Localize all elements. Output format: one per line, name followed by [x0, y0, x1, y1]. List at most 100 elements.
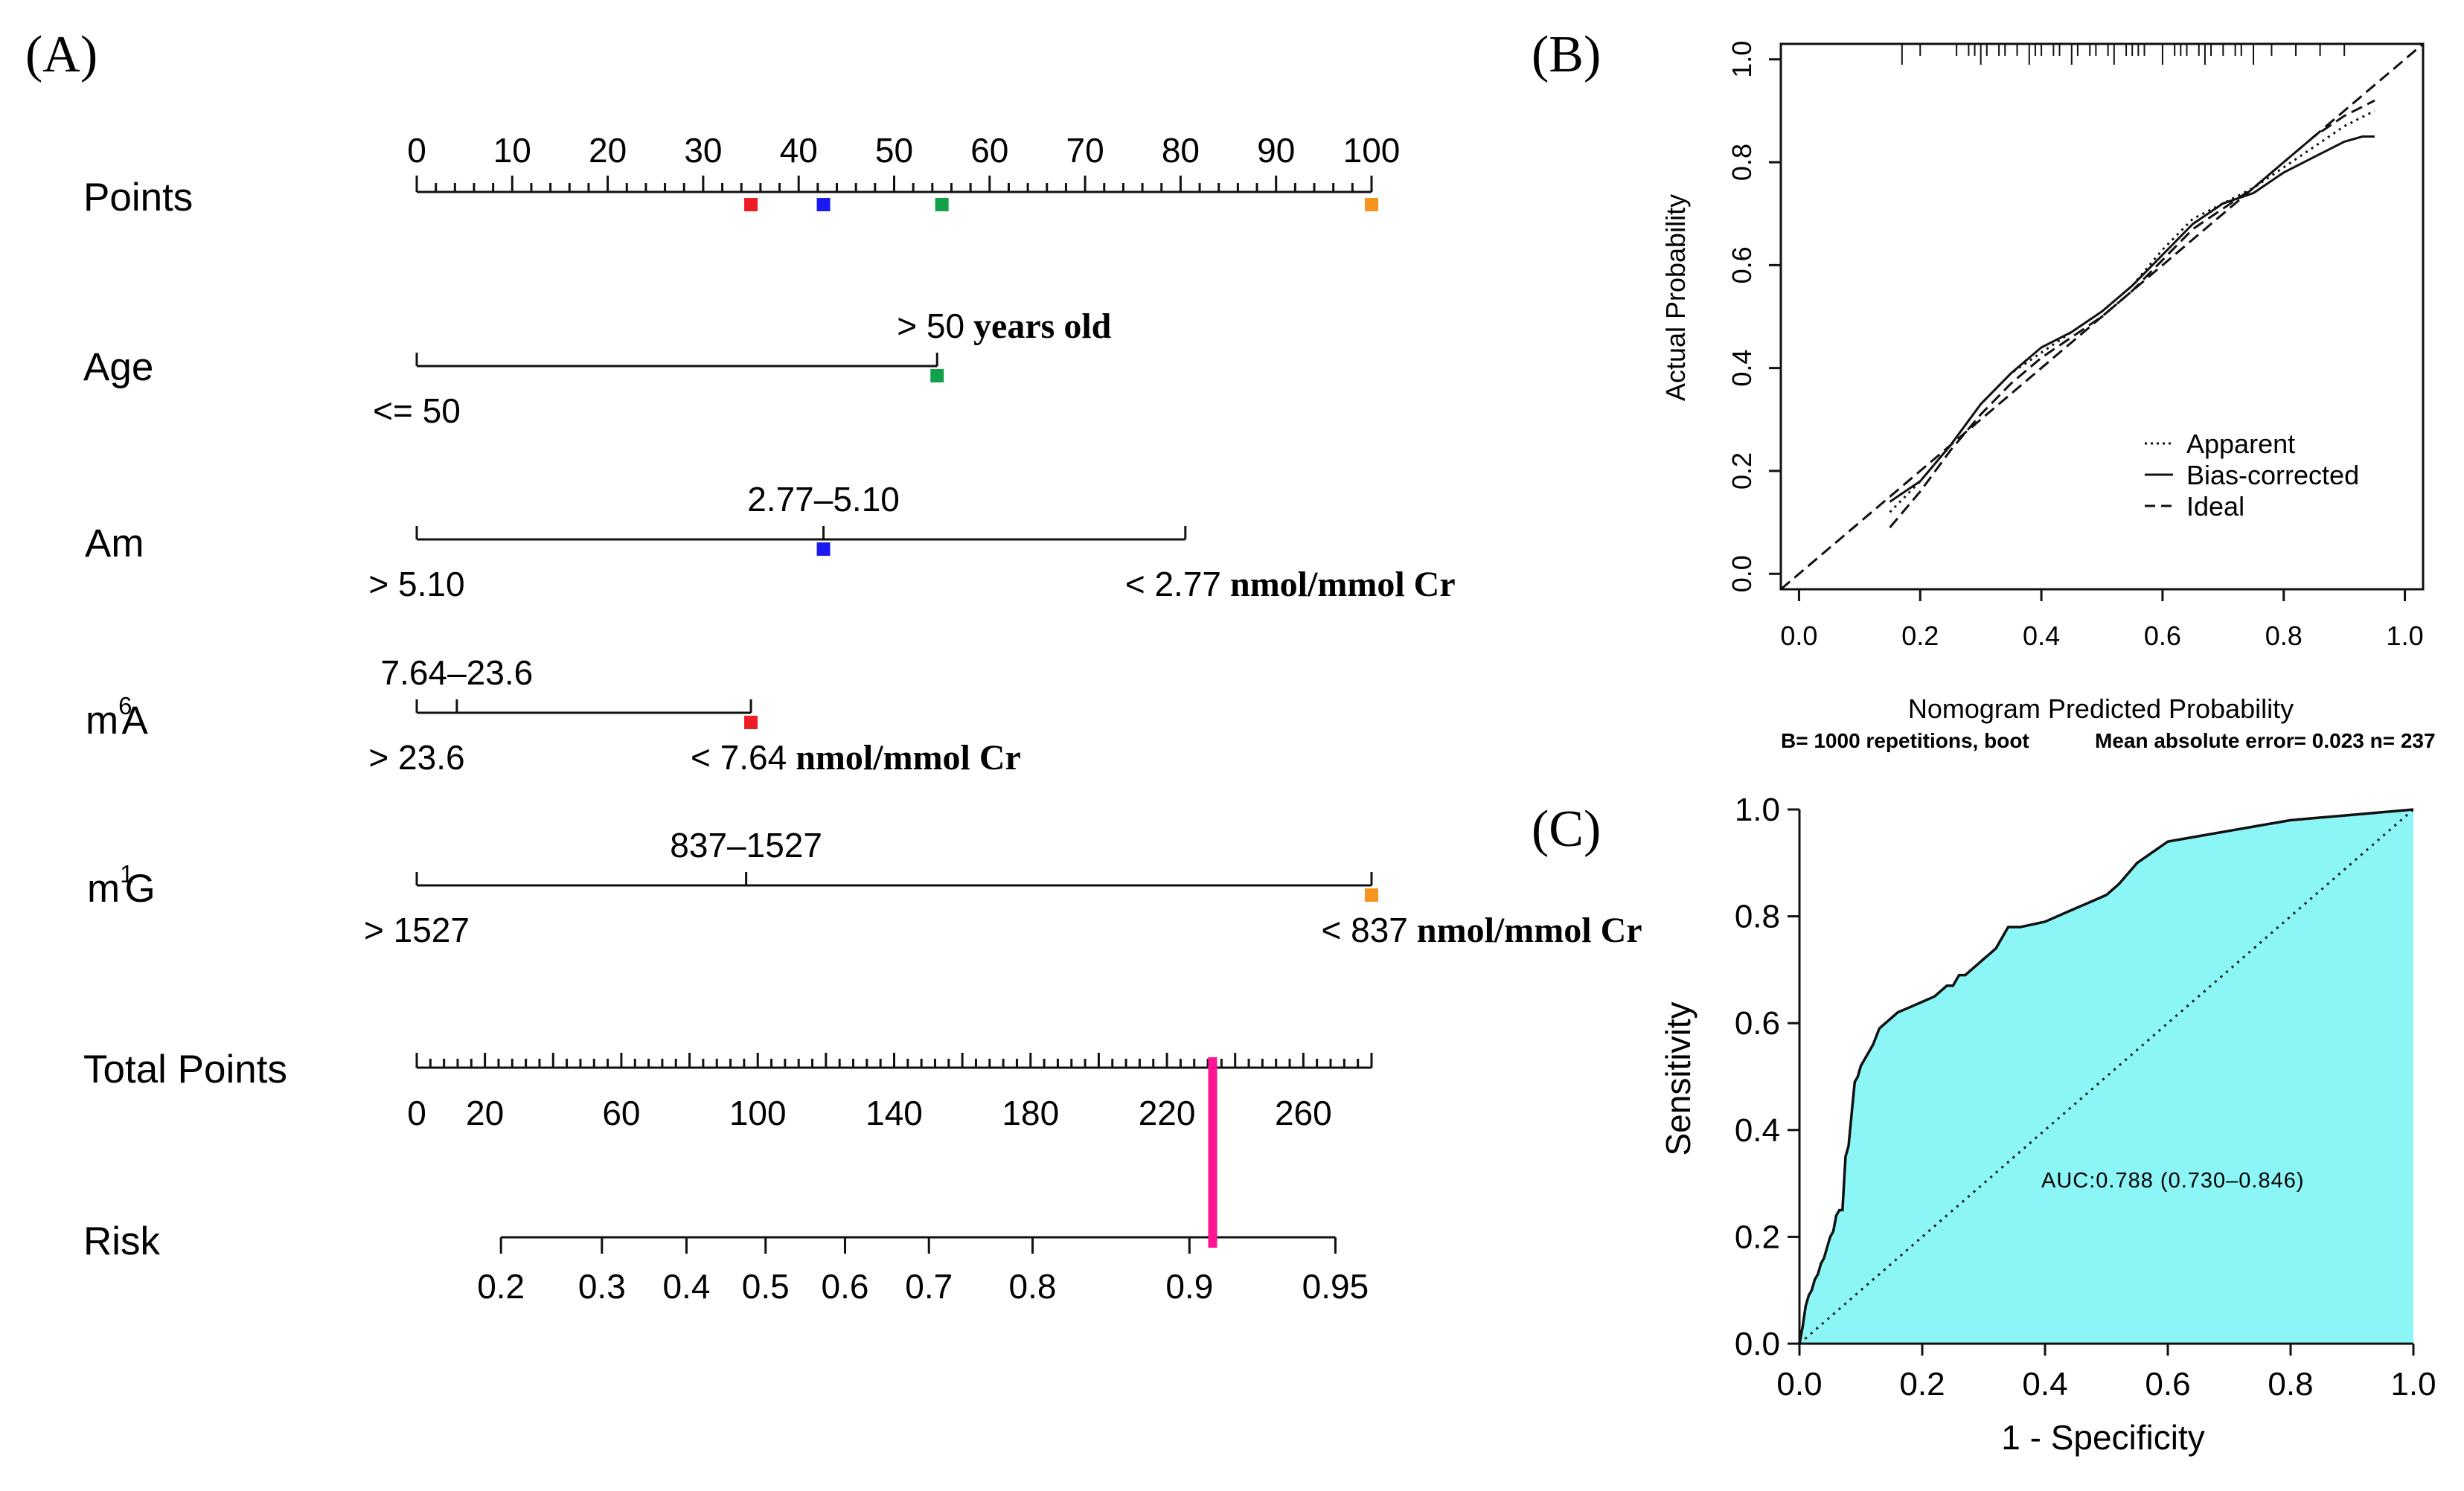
- variable-marker: [1365, 888, 1378, 902]
- am-row-label-text: Am: [85, 522, 144, 565]
- total-points-tick-label: 180: [1002, 1094, 1059, 1132]
- roc-x-tick-label: 0.0: [1776, 1366, 1822, 1402]
- points-tick-label: 60: [970, 131, 1008, 170]
- risk-tick-label: 0.5: [742, 1267, 790, 1306]
- calibration-y-tick-label: 0.2: [1727, 452, 1757, 490]
- total-points-row-label: Total Points: [83, 1048, 287, 1091]
- points-tick-label: 10: [493, 131, 531, 170]
- m1g-label-base: m: [87, 867, 120, 911]
- points-tick-label: 50: [875, 131, 913, 170]
- variable-level-label: > 50 years old: [897, 307, 1111, 346]
- points-tick-label: 40: [780, 131, 818, 170]
- roc-y-tick-label: 1.0: [1735, 792, 1780, 828]
- roc-x-tick-label: 0.6: [2145, 1366, 2190, 1402]
- points-marker: [1365, 198, 1378, 211]
- variable-level-label: > 1527: [364, 911, 470, 949]
- calibration-series-line: [1780, 42, 2424, 591]
- points-marker: [935, 198, 949, 211]
- variable-marker: [744, 716, 758, 729]
- variable-level-unit: years old: [973, 307, 1112, 346]
- calibration-y-tick-label: 0.4: [1727, 350, 1757, 387]
- m1g-label-sup: 1: [120, 860, 133, 888]
- variable-level-unit: nmol/mmol Cr: [796, 738, 1021, 777]
- risk-row-label: Risk: [83, 1219, 161, 1263]
- calibration-x-tick-label: 0.0: [1780, 621, 1817, 651]
- legend-bias-corrected: Bias-corrected: [2186, 460, 2359, 490]
- risk-tick-label: 0.8: [1009, 1267, 1057, 1306]
- variable-level-unit: nmol/mmol Cr: [1230, 565, 1456, 604]
- variable-level-label: 7.64–23.6: [381, 653, 534, 692]
- variable-level-value: < 2.77: [1125, 565, 1221, 603]
- variable-level-label: <= 50: [373, 391, 461, 430]
- legend-apparent: Apparent: [2186, 429, 2295, 459]
- sample-size: n= 237: [2370, 729, 2436, 752]
- total-points-tick-label: 220: [1139, 1094, 1196, 1132]
- m6a-label-sup: 6: [118, 692, 132, 719]
- roc-x-tick-label: 1.0: [2390, 1366, 2436, 1402]
- roc-chance-diagonal: [1799, 808, 2414, 1345]
- variable-level-label: > 5.10: [368, 565, 464, 603]
- calibration-x-tick-label: 1.0: [2387, 621, 2424, 651]
- variable-level-value: > 50: [897, 307, 964, 345]
- roc-x-tick-label: 0.4: [2022, 1366, 2067, 1402]
- calibration-ylabel: Actual Probability: [1660, 194, 1691, 401]
- calibration-plot-frame: [1779, 42, 2425, 591]
- variable-level-label: 837–1527: [670, 826, 822, 865]
- total-points-tick-label: 140: [865, 1094, 923, 1132]
- variable-level-value: < 837: [1322, 911, 1408, 949]
- panel-label-b: (B): [1532, 26, 1601, 83]
- roc-y-tick-label: 0.8: [1735, 899, 1780, 935]
- calibration-y-tick-label: 0.6: [1727, 246, 1757, 283]
- age-row-label: Age: [83, 345, 153, 389]
- roc-y-tick-label: 0.2: [1735, 1219, 1780, 1255]
- calibration-x-tick-label: 0.2: [1901, 621, 1939, 651]
- risk-tick-label: 0.2: [477, 1267, 525, 1306]
- panel-label-a: (A): [25, 26, 97, 83]
- points-tick-label: 0: [407, 131, 426, 170]
- total-points-tick-label: 60: [602, 1094, 640, 1132]
- calibration-footer-mae-label: Mean absolute error= 0.023 n= 237: [2095, 729, 2436, 752]
- variable-level-label: < 7.64 nmol/mmol Cr: [691, 738, 1021, 777]
- roc-y-tick-label: 0.6: [1735, 1005, 1780, 1042]
- panel-label-c: (C): [1532, 801, 1601, 858]
- m6a-label-base: m: [86, 699, 118, 743]
- risk-tick-label: 0.6: [822, 1267, 869, 1306]
- variable-marker: [816, 542, 831, 556]
- risk-tick-label: 0.4: [662, 1267, 710, 1306]
- points-tick-label: 80: [1162, 131, 1200, 170]
- variable-level-unit: nmol/mmol Cr: [1417, 911, 1642, 950]
- calibration-series-line: [1889, 99, 2375, 528]
- calibration-x-tick-label: 0.8: [2265, 621, 2303, 651]
- legend-ideal: Ideal: [2186, 491, 2244, 522]
- roc-x-tick-label: 0.2: [1899, 1366, 1945, 1402]
- points-marker: [816, 198, 831, 211]
- total-points-tick-label: 20: [466, 1094, 504, 1132]
- calibration-marks: 0.0 0.2 0.4 0.6 0.8 1.0 0.0 0.2 0.4 0.6 0.8 1.0: [1727, 41, 2425, 651]
- nomogram-panel: Points Age Am m6A m1G Total Points Risk …: [83, 131, 1642, 1306]
- roc-x-tick-label: 0.8: [2268, 1366, 2313, 1402]
- variable-marker: [930, 369, 944, 382]
- risk-tick-label: 0.9: [1165, 1267, 1213, 1306]
- total-points-tick-label: 100: [729, 1094, 787, 1132]
- m1g-row-label: m1G: [87, 860, 156, 911]
- calibration-legend: Apparent Bias-corrected Ideal: [2145, 429, 2359, 522]
- roc-xlabel: 1 - Specificity: [2001, 1418, 2205, 1457]
- variable-level-label: 2.77–5.10: [747, 480, 900, 519]
- calibration-series-line: [1889, 135, 2375, 503]
- m6a-label-suffix: A: [122, 699, 149, 743]
- variable-level-label: < 2.77 nmol/mmol Cr: [1125, 565, 1456, 604]
- points-row-label: Points: [83, 176, 193, 219]
- calibration-y-tick-label: 0.8: [1727, 144, 1757, 181]
- points-tick-label: 90: [1257, 131, 1295, 170]
- calibration-xlabel: Nomogram Predicted Probability: [1908, 693, 2294, 724]
- roc-curve-line: [1798, 808, 2414, 1344]
- total-points-highlight-bar: [1208, 1057, 1217, 1248]
- mae-value: 0.023: [2312, 729, 2364, 752]
- variable-level-label: > 23.6: [368, 738, 464, 777]
- calibration-y-tick-label: 0.0: [1727, 555, 1757, 592]
- total-points-tick-label: 0: [407, 1094, 426, 1132]
- variable-level-label: < 837 nmol/mmol Cr: [1322, 911, 1642, 950]
- am-row-label: Am: [85, 522, 144, 565]
- roc-panel: 1 - Specificity Sensitivity 0.0 0.2 0.4 0.6…: [1659, 792, 2436, 1457]
